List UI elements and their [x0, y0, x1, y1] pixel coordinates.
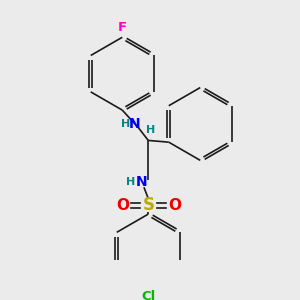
Text: N: N	[129, 116, 140, 130]
Text: Cl: Cl	[141, 290, 155, 300]
Text: H: H	[126, 177, 136, 187]
Text: H: H	[121, 118, 130, 128]
Text: O: O	[116, 198, 129, 213]
Text: H: H	[146, 125, 155, 135]
Text: F: F	[118, 21, 127, 34]
Text: S: S	[142, 196, 154, 214]
Text: O: O	[168, 198, 181, 213]
Text: N: N	[136, 175, 147, 189]
